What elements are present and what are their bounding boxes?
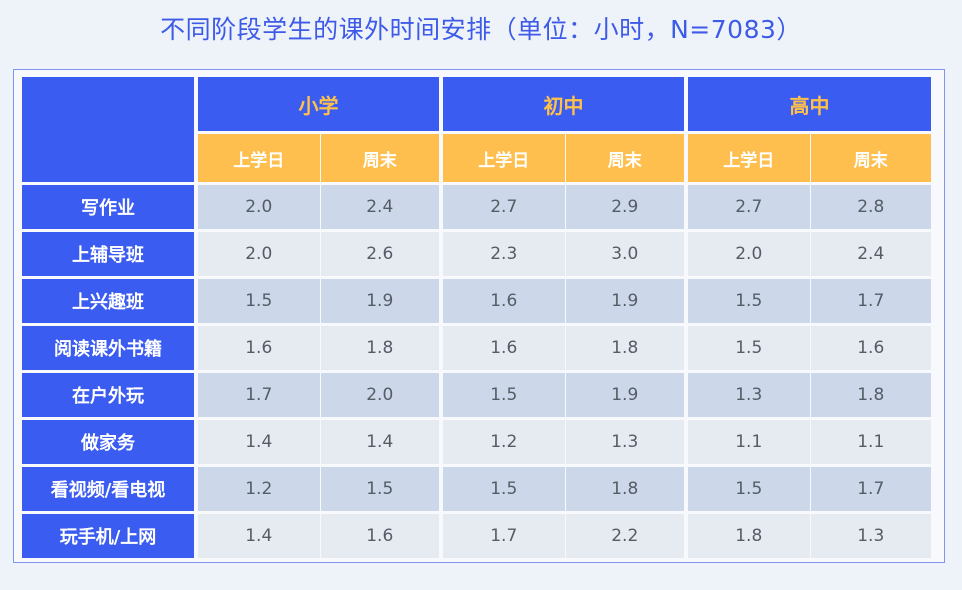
row-label: 看视频/看电视 bbox=[22, 464, 196, 513]
table-cell: 2.0 bbox=[684, 229, 810, 278]
subcolumn-header: 周末 bbox=[564, 131, 686, 184]
table-cell: 1.6 bbox=[194, 323, 320, 372]
table-cell: 2.2 bbox=[564, 511, 686, 558]
table-cell: 1.5 bbox=[684, 464, 810, 513]
table-cell: 1.5 bbox=[194, 276, 320, 325]
row-label: 阅读课外书籍 bbox=[22, 323, 196, 372]
table-cell: 1.6 bbox=[319, 511, 441, 558]
table-cell: 1.2 bbox=[194, 464, 320, 513]
table-cell: 1.8 bbox=[564, 323, 686, 372]
data-table: 小学 初中 高中 上学日 周末 上学日 周末 上学日 周末 写作业 2.0 2.4 2… bbox=[22, 77, 931, 558]
subcolumn-header: 上学日 bbox=[194, 131, 320, 184]
row-label: 写作业 bbox=[22, 182, 196, 231]
table-cell: 1.3 bbox=[564, 417, 686, 466]
table-cell: 1.5 bbox=[439, 370, 565, 419]
table-cell: 2.0 bbox=[194, 229, 320, 278]
table-row: 上兴趣班 1.5 1.9 1.6 1.9 1.5 1.7 bbox=[22, 276, 931, 325]
table-cell: 1.5 bbox=[319, 464, 441, 513]
row-label: 做家务 bbox=[22, 417, 196, 466]
row-label: 在户外玩 bbox=[22, 370, 196, 419]
row-label: 玩手机/上网 bbox=[22, 511, 196, 558]
row-label: 上辅导班 bbox=[22, 229, 196, 278]
table-cell: 1.5 bbox=[684, 323, 810, 372]
table-cell: 1.9 bbox=[564, 276, 686, 325]
table-row: 玩手机/上网 1.4 1.6 1.7 2.2 1.8 1.3 bbox=[22, 511, 931, 558]
row-label: 上兴趣班 bbox=[22, 276, 196, 325]
table-cell: 3.0 bbox=[564, 229, 686, 278]
table-row: 在户外玩 1.7 2.0 1.5 1.9 1.3 1.8 bbox=[22, 370, 931, 419]
table-cell: 1.7 bbox=[194, 370, 320, 419]
table-cell: 1.1 bbox=[684, 417, 810, 466]
table-cell: 1.3 bbox=[684, 370, 810, 419]
table-cell: 2.4 bbox=[319, 182, 441, 231]
table-body: 写作业 2.0 2.4 2.7 2.9 2.7 2.8 上辅导班 2.0 2.6 2.3 3.0 2.0… bbox=[22, 182, 931, 558]
subcolumn-header: 周末 bbox=[319, 131, 441, 184]
table-row: 做家务 1.4 1.4 1.2 1.3 1.1 1.1 bbox=[22, 417, 931, 466]
table-cell: 1.1 bbox=[809, 417, 931, 466]
table-cell: 2.6 bbox=[319, 229, 441, 278]
table-cell: 1.4 bbox=[194, 511, 320, 558]
group-header: 高中 bbox=[684, 77, 931, 133]
table-cell: 2.7 bbox=[439, 182, 565, 231]
table-cell: 1.6 bbox=[809, 323, 931, 372]
table-cell: 2.0 bbox=[194, 182, 320, 231]
table-cell: 1.7 bbox=[809, 464, 931, 513]
table-cell: 1.7 bbox=[809, 276, 931, 325]
table-cell: 1.8 bbox=[319, 323, 441, 372]
table-cell: 1.9 bbox=[564, 370, 686, 419]
table-cell: 1.4 bbox=[194, 417, 320, 466]
table-cell: 1.3 bbox=[809, 511, 931, 558]
table-cell: 1.9 bbox=[319, 276, 441, 325]
table-cell: 2.4 bbox=[809, 229, 931, 278]
table-cell: 2.7 bbox=[684, 182, 810, 231]
table-row: 看视频/看电视 1.2 1.5 1.5 1.8 1.5 1.7 bbox=[22, 464, 931, 513]
table-cell: 2.9 bbox=[564, 182, 686, 231]
table-cell: 1.7 bbox=[439, 511, 565, 558]
table-cell: 1.4 bbox=[319, 417, 441, 466]
table-row: 阅读课外书籍 1.6 1.8 1.6 1.8 1.5 1.6 bbox=[22, 323, 931, 372]
subcolumn-header: 周末 bbox=[809, 131, 931, 184]
group-header: 小学 bbox=[194, 77, 441, 133]
subcolumn-header: 上学日 bbox=[439, 131, 565, 184]
table-cell: 1.8 bbox=[564, 464, 686, 513]
table-cell: 2.0 bbox=[319, 370, 441, 419]
table-corner bbox=[22, 77, 196, 184]
table-cell: 1.8 bbox=[684, 511, 810, 558]
table-cell: 1.2 bbox=[439, 417, 565, 466]
table-cell: 1.6 bbox=[439, 323, 565, 372]
group-header: 初中 bbox=[439, 77, 686, 133]
table-cell: 1.6 bbox=[439, 276, 565, 325]
table-cell: 1.5 bbox=[684, 276, 810, 325]
page-title: 不同阶段学生的课外时间安排（单位：小时，N=7083） bbox=[160, 15, 802, 44]
table-row: 上辅导班 2.0 2.6 2.3 3.0 2.0 2.4 bbox=[22, 229, 931, 278]
table-cell: 1.5 bbox=[439, 464, 565, 513]
table-cell: 2.8 bbox=[809, 182, 931, 231]
table-cell: 2.3 bbox=[439, 229, 565, 278]
subcolumn-header: 上学日 bbox=[684, 131, 810, 184]
table-cell: 1.8 bbox=[809, 370, 931, 419]
table-row: 写作业 2.0 2.4 2.7 2.9 2.7 2.8 bbox=[22, 182, 931, 231]
